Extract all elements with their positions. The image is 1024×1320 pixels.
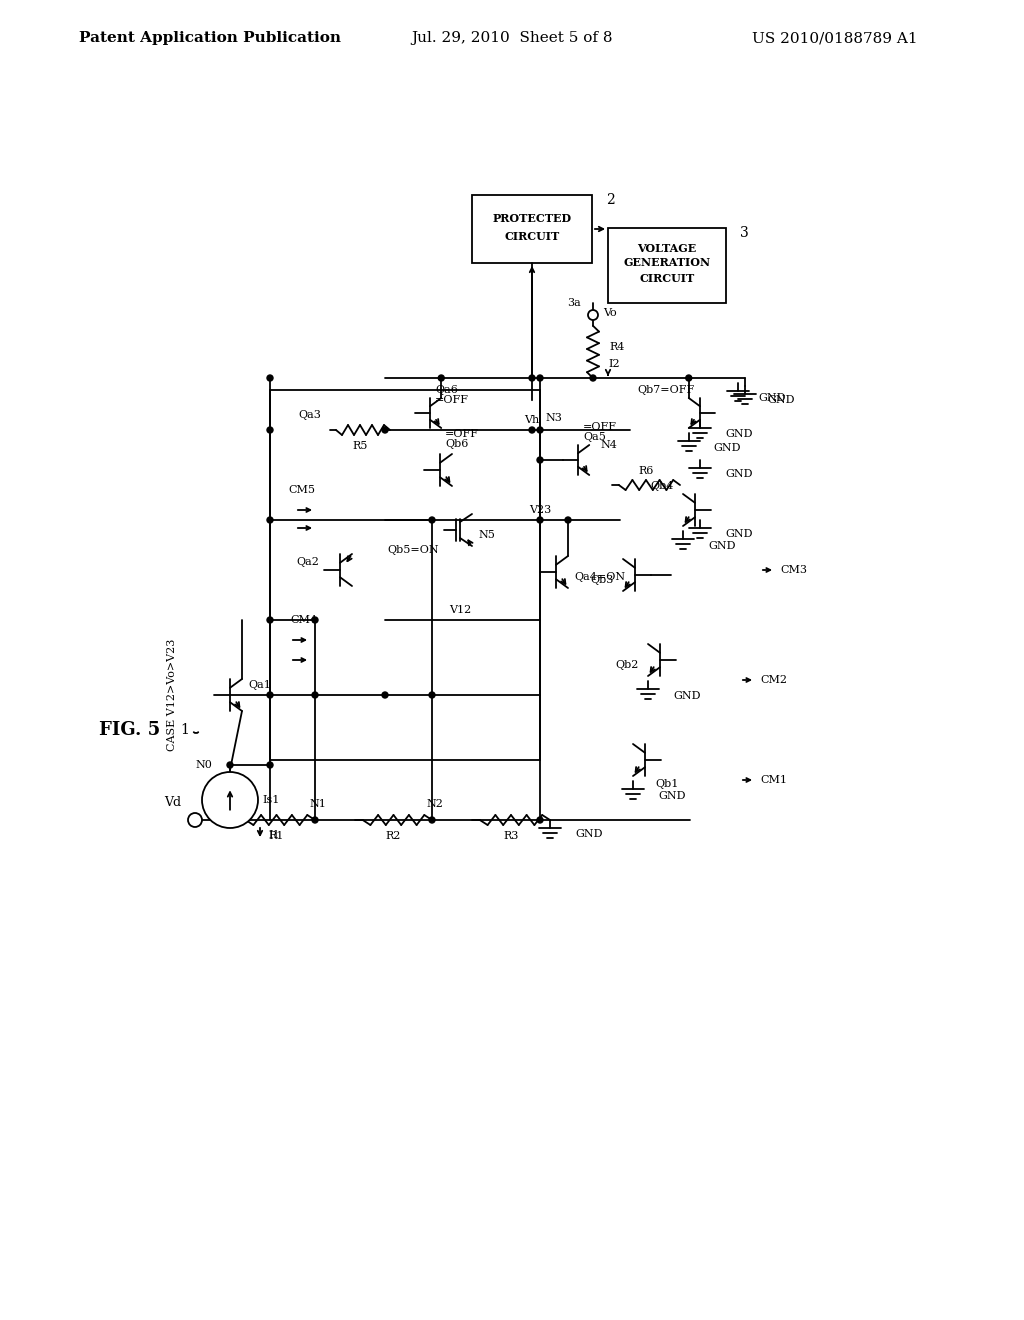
Circle shape	[565, 517, 571, 523]
Text: N3: N3	[545, 413, 562, 422]
Text: GND: GND	[725, 469, 753, 479]
Text: GND: GND	[767, 395, 795, 405]
Text: CIRCUIT: CIRCUIT	[505, 231, 560, 243]
Text: GND: GND	[575, 829, 602, 840]
Text: Vh: Vh	[524, 414, 540, 425]
Bar	[472, 195, 592, 263]
Circle shape	[382, 426, 388, 433]
Circle shape	[537, 426, 543, 433]
Text: 2: 2	[605, 193, 614, 207]
Bar	[608, 228, 726, 304]
Text: N5: N5	[478, 531, 495, 540]
Text: N0: N0	[196, 760, 212, 770]
Text: GND: GND	[725, 429, 753, 440]
Circle shape	[590, 375, 596, 381]
Text: R6: R6	[638, 466, 653, 477]
Circle shape	[312, 692, 318, 698]
Text: 1: 1	[180, 723, 189, 737]
Text: Qb7=OFF: Qb7=OFF	[638, 385, 695, 395]
Text: N1: N1	[309, 799, 327, 809]
Text: GND: GND	[708, 541, 735, 550]
Text: GND: GND	[714, 444, 741, 453]
Text: I1: I1	[268, 830, 280, 840]
Circle shape	[429, 817, 435, 822]
Text: Vd: Vd	[165, 796, 181, 808]
Text: Qb5=ON: Qb5=ON	[387, 545, 439, 554]
Circle shape	[312, 616, 318, 623]
Circle shape	[202, 772, 258, 828]
Text: Is1: Is1	[262, 795, 280, 805]
Text: Qa6: Qa6	[435, 385, 458, 395]
Text: CM3: CM3	[780, 565, 807, 576]
Text: FIG. 5: FIG. 5	[99, 721, 161, 739]
Text: GENERATION: GENERATION	[624, 257, 711, 268]
Text: CM1: CM1	[760, 775, 787, 785]
Text: Qa2: Qa2	[296, 557, 319, 568]
Text: R1: R1	[269, 832, 285, 841]
Text: Qb1: Qb1	[655, 779, 678, 789]
Circle shape	[267, 692, 273, 698]
Circle shape	[588, 310, 598, 319]
Text: Vo: Vo	[603, 308, 616, 318]
Text: Qa1: Qa1	[248, 680, 271, 690]
Text: CIRCUIT: CIRCUIT	[639, 272, 694, 284]
Text: =OFF: =OFF	[445, 429, 479, 440]
Text: PROTECTED: PROTECTED	[493, 214, 571, 224]
Text: Jul. 29, 2010  Sheet 5 of 8: Jul. 29, 2010 Sheet 5 of 8	[412, 30, 612, 45]
Circle shape	[537, 817, 543, 822]
Circle shape	[267, 426, 273, 433]
Text: =OFF: =OFF	[435, 395, 469, 405]
Text: Qa3: Qa3	[299, 411, 322, 420]
Circle shape	[267, 616, 273, 623]
Circle shape	[267, 375, 273, 381]
Text: CM5: CM5	[288, 484, 315, 495]
Circle shape	[529, 375, 535, 381]
Text: GND: GND	[673, 690, 700, 701]
Circle shape	[267, 762, 273, 768]
Circle shape	[312, 817, 318, 822]
Circle shape	[438, 375, 444, 381]
Text: Qa5: Qa5	[583, 432, 606, 442]
Text: R2: R2	[386, 832, 401, 841]
Text: V12: V12	[449, 605, 471, 615]
Circle shape	[686, 375, 692, 381]
Text: Qb6: Qb6	[445, 440, 468, 449]
Text: GND: GND	[658, 791, 685, 801]
Text: 3: 3	[739, 226, 749, 240]
Text: Qb3: Qb3	[591, 576, 614, 585]
Text: V23: V23	[528, 506, 551, 515]
Text: N4: N4	[600, 440, 616, 450]
Circle shape	[429, 517, 435, 523]
Text: CASE V12>Vo>V23: CASE V12>Vo>V23	[167, 639, 177, 751]
Text: R4: R4	[609, 342, 625, 351]
Circle shape	[537, 457, 543, 463]
Text: VOLTAGE: VOLTAGE	[637, 243, 696, 253]
Text: Qb4: Qb4	[650, 480, 674, 491]
Circle shape	[227, 762, 233, 768]
Circle shape	[382, 692, 388, 698]
Text: Qa4=ON: Qa4=ON	[574, 572, 625, 582]
Circle shape	[188, 813, 202, 828]
Text: GND: GND	[758, 393, 785, 403]
Circle shape	[529, 426, 535, 433]
Text: R5: R5	[352, 441, 368, 451]
Circle shape	[267, 517, 273, 523]
Text: N2: N2	[427, 799, 443, 809]
Text: Patent Application Publication: Patent Application Publication	[79, 30, 341, 45]
Text: R3: R3	[504, 832, 519, 841]
Text: GND: GND	[725, 529, 753, 539]
Text: Qb2: Qb2	[615, 660, 639, 671]
Circle shape	[537, 375, 543, 381]
Text: US 2010/0188789 A1: US 2010/0188789 A1	[753, 30, 918, 45]
Circle shape	[429, 692, 435, 698]
Text: I2: I2	[608, 359, 620, 370]
Text: CM4: CM4	[290, 615, 317, 624]
Text: CM2: CM2	[760, 675, 787, 685]
Text: 3a: 3a	[567, 298, 581, 308]
Circle shape	[537, 517, 543, 523]
Bar	[270, 389, 540, 760]
Text: =OFF: =OFF	[583, 422, 617, 432]
